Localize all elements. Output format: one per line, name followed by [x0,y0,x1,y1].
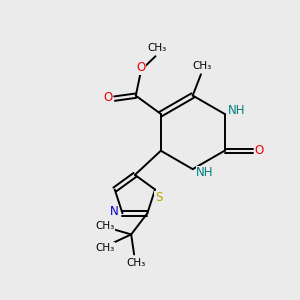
Text: CH₃: CH₃ [147,43,166,53]
Text: CH₃: CH₃ [95,243,114,253]
Text: O: O [103,91,113,103]
Text: NH: NH [228,104,246,117]
Text: CH₃: CH₃ [126,258,145,268]
Text: O: O [136,61,146,74]
Text: N: N [110,205,118,218]
Text: CH₃: CH₃ [193,61,212,71]
Text: NH: NH [196,166,214,179]
Text: O: O [254,144,264,157]
Text: S: S [155,191,162,204]
Text: CH₃: CH₃ [95,220,114,231]
